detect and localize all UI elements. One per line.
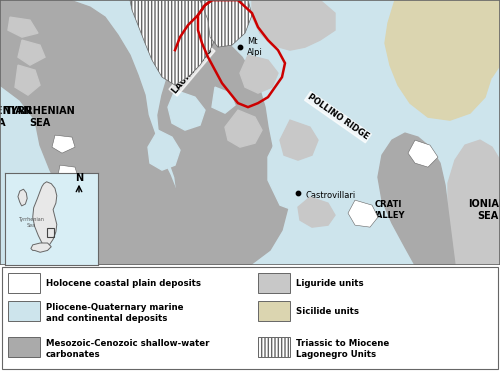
Text: TYRRHENIAN
SEA: TYRRHENIAN SEA — [0, 106, 33, 128]
Polygon shape — [440, 0, 500, 77]
Point — [294, 190, 302, 196]
Polygon shape — [385, 0, 492, 120]
Bar — [8, 337, 40, 357]
Text: Tyrrhenian
Sea: Tyrrhenian Sea — [18, 217, 44, 228]
Text: Triassic to Miocene
Lagonegro Units: Triassic to Miocene Lagonegro Units — [296, 339, 389, 359]
Text: LAURIA MTS: LAURIA MTS — [170, 45, 214, 95]
Polygon shape — [130, 0, 218, 85]
Polygon shape — [130, 0, 288, 265]
Polygon shape — [18, 189, 27, 206]
Polygon shape — [268, 120, 420, 235]
Bar — [8, 273, 40, 293]
Text: Mesozoic-Cenozoic shallow-water
carbonates: Mesozoic-Cenozoic shallow-water carbonat… — [46, 339, 209, 359]
Polygon shape — [240, 55, 278, 93]
Text: Mt
Alpi: Mt Alpi — [247, 37, 263, 57]
Text: IONIAN
SEA: IONIAN SEA — [468, 199, 500, 221]
Bar — [258, 273, 290, 293]
Text: Pliocene-Quaternary marine
and continental deposits: Pliocene-Quaternary marine and continent… — [46, 303, 184, 323]
Polygon shape — [148, 130, 180, 170]
Text: N: N — [75, 173, 83, 183]
Polygon shape — [252, 0, 335, 50]
Bar — [258, 337, 290, 357]
Bar — [8, 301, 40, 321]
Polygon shape — [225, 110, 262, 147]
Text: POLLINO RIDGE: POLLINO RIDGE — [306, 93, 370, 142]
Text: Holocene coastal plain deposits: Holocene coastal plain deposits — [46, 279, 201, 288]
Polygon shape — [15, 65, 40, 95]
Bar — [46, 228, 54, 237]
Polygon shape — [33, 182, 57, 247]
Polygon shape — [212, 87, 235, 113]
Point — [236, 44, 244, 50]
Polygon shape — [52, 135, 75, 153]
Polygon shape — [298, 197, 335, 227]
Polygon shape — [200, 0, 252, 47]
Polygon shape — [348, 200, 378, 227]
Text: Castrovillari: Castrovillari — [305, 191, 355, 200]
Bar — [258, 301, 290, 321]
Polygon shape — [0, 0, 180, 265]
Polygon shape — [18, 40, 45, 65]
Text: TYRRHENIAN
SEA: TYRRHENIAN SEA — [4, 106, 76, 128]
Polygon shape — [8, 17, 38, 37]
Polygon shape — [168, 90, 205, 130]
Polygon shape — [58, 165, 78, 181]
Text: Liguride units: Liguride units — [296, 279, 364, 288]
Polygon shape — [378, 133, 455, 265]
Polygon shape — [280, 120, 318, 160]
Polygon shape — [448, 140, 500, 265]
Text: Sicilide units: Sicilide units — [296, 307, 359, 316]
Polygon shape — [31, 243, 52, 252]
Text: CRATI
VALLEY: CRATI VALLEY — [371, 200, 405, 220]
Polygon shape — [408, 140, 438, 167]
